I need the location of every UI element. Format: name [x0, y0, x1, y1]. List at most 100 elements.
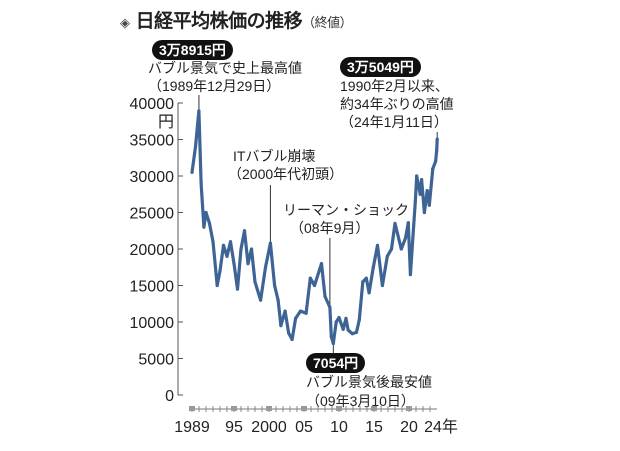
it-note-1: ITバブル崩壊: [233, 148, 316, 164]
data-point: [204, 210, 208, 215]
data-point: [225, 254, 229, 258]
data-point: [408, 272, 412, 277]
data-point: [273, 283, 277, 288]
data-point: [385, 254, 389, 258]
data-point: [199, 181, 203, 185]
x-tick-label: 05: [295, 419, 313, 436]
data-point: [354, 330, 359, 334]
y-tick-label: 0: [165, 388, 174, 405]
data-point: [312, 283, 317, 288]
y-tick-label: 40000: [130, 96, 175, 113]
x-major-tick: [301, 406, 307, 411]
low-note-1: バブル景気後最安値: [306, 374, 432, 390]
data-point: [375, 243, 380, 247]
data-point: [283, 309, 287, 313]
data-point: [263, 265, 268, 269]
peak-note-2: （1989年12月29日）: [148, 78, 281, 94]
data-point: [427, 203, 431, 207]
x-major-tick: [336, 406, 342, 411]
data-point: [259, 298, 263, 302]
data-point: [211, 240, 215, 244]
data-point: [371, 265, 375, 269]
data-point: [380, 283, 384, 288]
data-point: [420, 178, 424, 182]
y-tick-label: 35000: [130, 133, 175, 150]
x-tick-label: 1989: [174, 419, 210, 436]
data-point: [319, 262, 324, 266]
data-point: [249, 247, 254, 251]
y-tick-label: 15000: [130, 279, 175, 296]
lehman-note-1: リーマン・ショック: [283, 202, 409, 218]
data-point: [328, 305, 332, 309]
data-point: [431, 167, 435, 171]
data-point: [364, 276, 368, 280]
low-value-badge: 7054円: [306, 353, 366, 373]
x-tick-label: 95: [225, 419, 243, 436]
data-point: [357, 318, 361, 322]
data-point: [341, 327, 345, 331]
x-tick-label: 10: [330, 419, 348, 436]
data-point: [197, 109, 201, 113]
y-tick-label: 20000: [130, 242, 175, 259]
data-point: [190, 170, 194, 174]
data-point: [298, 309, 303, 313]
recent-note-1: 1990年2月以来、: [340, 78, 449, 94]
data-point: [290, 337, 294, 342]
data-point: [403, 236, 408, 240]
data-point: [418, 192, 422, 196]
data-point: [413, 199, 417, 204]
data-point: [221, 243, 226, 247]
x-major-tick: [406, 406, 412, 411]
data-point: [406, 221, 410, 225]
data-point: [193, 145, 198, 149]
data-point: [346, 328, 350, 332]
peak-note-1: バブル景気で史上最高値: [148, 60, 302, 76]
data-point: [202, 225, 206, 229]
series-line-nikkei: [190, 109, 439, 346]
data-point: [415, 174, 419, 178]
low-note-2: （09年3月10日）: [306, 393, 415, 409]
data-point: [337, 316, 341, 320]
data-point: [435, 137, 439, 141]
recent-note-3: （24年1月11日）: [340, 114, 448, 130]
data-point: [232, 262, 236, 266]
data-point: [425, 189, 429, 193]
data-point: [367, 291, 371, 295]
data-point: [399, 247, 403, 251]
data-point: [435, 148, 439, 153]
x-tick-label: 2000: [251, 419, 287, 436]
cube-icon: ◈: [120, 16, 130, 31]
data-point: [422, 210, 426, 215]
title-text: 日経平均株価の推移: [135, 10, 303, 32]
recent-note-2: 約34年ぶりの高値: [340, 96, 454, 112]
data-point: [215, 283, 219, 288]
data-point: [389, 247, 394, 251]
x-tick-label: 20: [400, 419, 418, 436]
y-tick-label: 25000: [130, 206, 175, 223]
data-point: [207, 221, 212, 226]
data-point: [228, 240, 233, 244]
data-point: [361, 280, 365, 284]
data-point: [304, 311, 308, 315]
lehman-note-2: （08年9月）: [290, 220, 370, 236]
title-sub: （終値）: [302, 16, 353, 31]
data-point: [323, 294, 327, 299]
y-tick-label: 30000: [130, 169, 175, 186]
recent-value-badge: 3万5049円: [340, 57, 421, 77]
data-point: [329, 335, 333, 339]
data-point: [276, 298, 280, 302]
peak-value-badge: 3万8915円: [152, 40, 233, 60]
data-point: [218, 269, 222, 273]
chart-title: ◈ 日経平均株価の推移（終値）: [120, 6, 353, 33]
it-note-2: （2000年代初頭）: [228, 166, 344, 182]
data-point: [308, 276, 312, 280]
data-point: [294, 316, 298, 320]
y-tick-label: 10000: [130, 315, 175, 332]
data-point: [434, 159, 438, 163]
x-tick-label: 24年: [424, 418, 458, 436]
x-major-tick: [266, 406, 272, 411]
data-point: [268, 241, 272, 245]
data-point: [331, 341, 335, 346]
data-point: [350, 332, 354, 336]
